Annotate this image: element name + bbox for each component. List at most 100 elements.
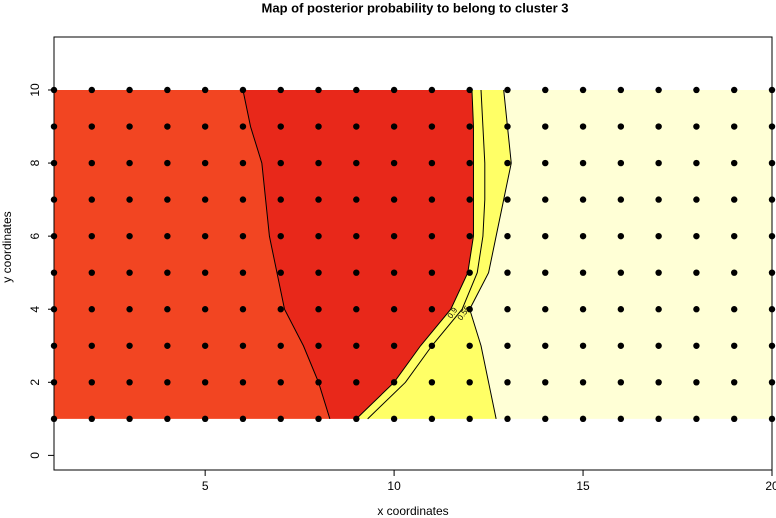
grid-point — [466, 269, 473, 276]
grid-point — [88, 123, 95, 130]
grid-point — [542, 232, 549, 240]
grid-point — [428, 415, 436, 423]
grid-point — [655, 86, 662, 94]
y-tick-label: 8 — [28, 159, 42, 166]
grid-point — [731, 415, 738, 423]
grid-point — [164, 269, 171, 276]
grid-point — [88, 86, 95, 94]
grid-point — [466, 232, 473, 240]
grid-point — [617, 306, 625, 313]
grid-point — [277, 342, 284, 349]
grid-point — [655, 196, 662, 203]
grid-point — [315, 306, 322, 313]
grid-point — [617, 123, 625, 130]
grid-point — [428, 196, 436, 203]
grid-point — [201, 415, 209, 423]
grid-point — [655, 415, 662, 423]
grid-point — [88, 196, 95, 203]
y-tick-label: 2 — [28, 379, 42, 386]
grid-point — [353, 269, 360, 276]
grid-point — [239, 306, 247, 313]
grid-point — [579, 269, 587, 276]
grid-point — [504, 232, 511, 240]
grid-point — [164, 123, 171, 130]
y-tick-label: 4 — [28, 306, 42, 313]
grid-point — [390, 269, 398, 276]
grid-point — [617, 415, 625, 423]
probability-region — [356, 89, 512, 419]
grid-point — [277, 86, 284, 94]
grid-point — [239, 196, 247, 203]
grid-point — [126, 306, 133, 313]
grid-point — [579, 196, 587, 203]
grid-point — [617, 86, 625, 94]
grid-point — [579, 379, 587, 386]
grid-point — [390, 86, 398, 94]
grid-point — [579, 159, 587, 167]
grid-point — [315, 232, 322, 240]
grid-point — [88, 342, 95, 349]
grid-point — [126, 159, 133, 167]
grid-point — [466, 342, 473, 349]
grid-point — [617, 342, 625, 349]
y-tick-label: 10 — [28, 83, 42, 97]
y-tick-label: 0 — [28, 452, 42, 459]
grid-point — [504, 123, 511, 130]
grid-point — [164, 379, 171, 386]
grid-point — [239, 342, 247, 349]
grid-point — [504, 379, 511, 386]
grid-point — [655, 379, 662, 386]
grid-point — [542, 123, 549, 130]
grid-point — [353, 196, 360, 203]
grid-point — [542, 196, 549, 203]
grid-point — [126, 415, 133, 423]
grid-point — [353, 306, 360, 313]
grid-point — [201, 123, 209, 130]
grid-point — [579, 86, 587, 94]
grid-point — [201, 196, 209, 203]
grid-point — [693, 159, 700, 167]
grid-point — [315, 123, 322, 130]
grid-point — [353, 415, 360, 423]
x-tick-label: 15 — [576, 479, 590, 493]
grid-point — [617, 159, 625, 167]
grid-point — [239, 232, 247, 240]
grid-point — [277, 269, 284, 276]
grid-point — [88, 415, 95, 423]
grid-point — [655, 269, 662, 276]
grid-point — [201, 86, 209, 94]
grid-point — [277, 379, 284, 386]
grid-point — [504, 159, 511, 167]
grid-point — [315, 86, 322, 94]
grid-point — [731, 159, 738, 167]
contour-line — [367, 89, 486, 420]
probability-region — [469, 89, 772, 419]
grid-point — [542, 415, 549, 423]
grid-point — [504, 342, 511, 349]
grid-point — [126, 342, 133, 349]
grid-point — [542, 342, 549, 349]
grid-point — [504, 306, 511, 313]
grid-point — [466, 379, 473, 386]
grid-point — [126, 123, 133, 130]
grid-point — [504, 196, 511, 203]
grid-point — [126, 269, 133, 276]
probability-region — [242, 89, 474, 419]
grid-point — [693, 269, 700, 276]
grid-point — [428, 232, 436, 240]
grid-point — [655, 232, 662, 240]
grid-point — [731, 269, 738, 276]
grid-point — [353, 379, 360, 386]
grid-point — [390, 342, 398, 349]
grid-point — [277, 123, 284, 130]
grid-point — [504, 269, 511, 276]
grid-point — [428, 269, 436, 276]
probability-region — [54, 89, 330, 419]
grid-point — [542, 86, 549, 94]
grid-point — [353, 159, 360, 167]
grid-point — [277, 232, 284, 240]
grid-point — [239, 415, 247, 423]
grid-point — [126, 196, 133, 203]
grid-point — [428, 159, 436, 167]
grid-point — [390, 232, 398, 240]
